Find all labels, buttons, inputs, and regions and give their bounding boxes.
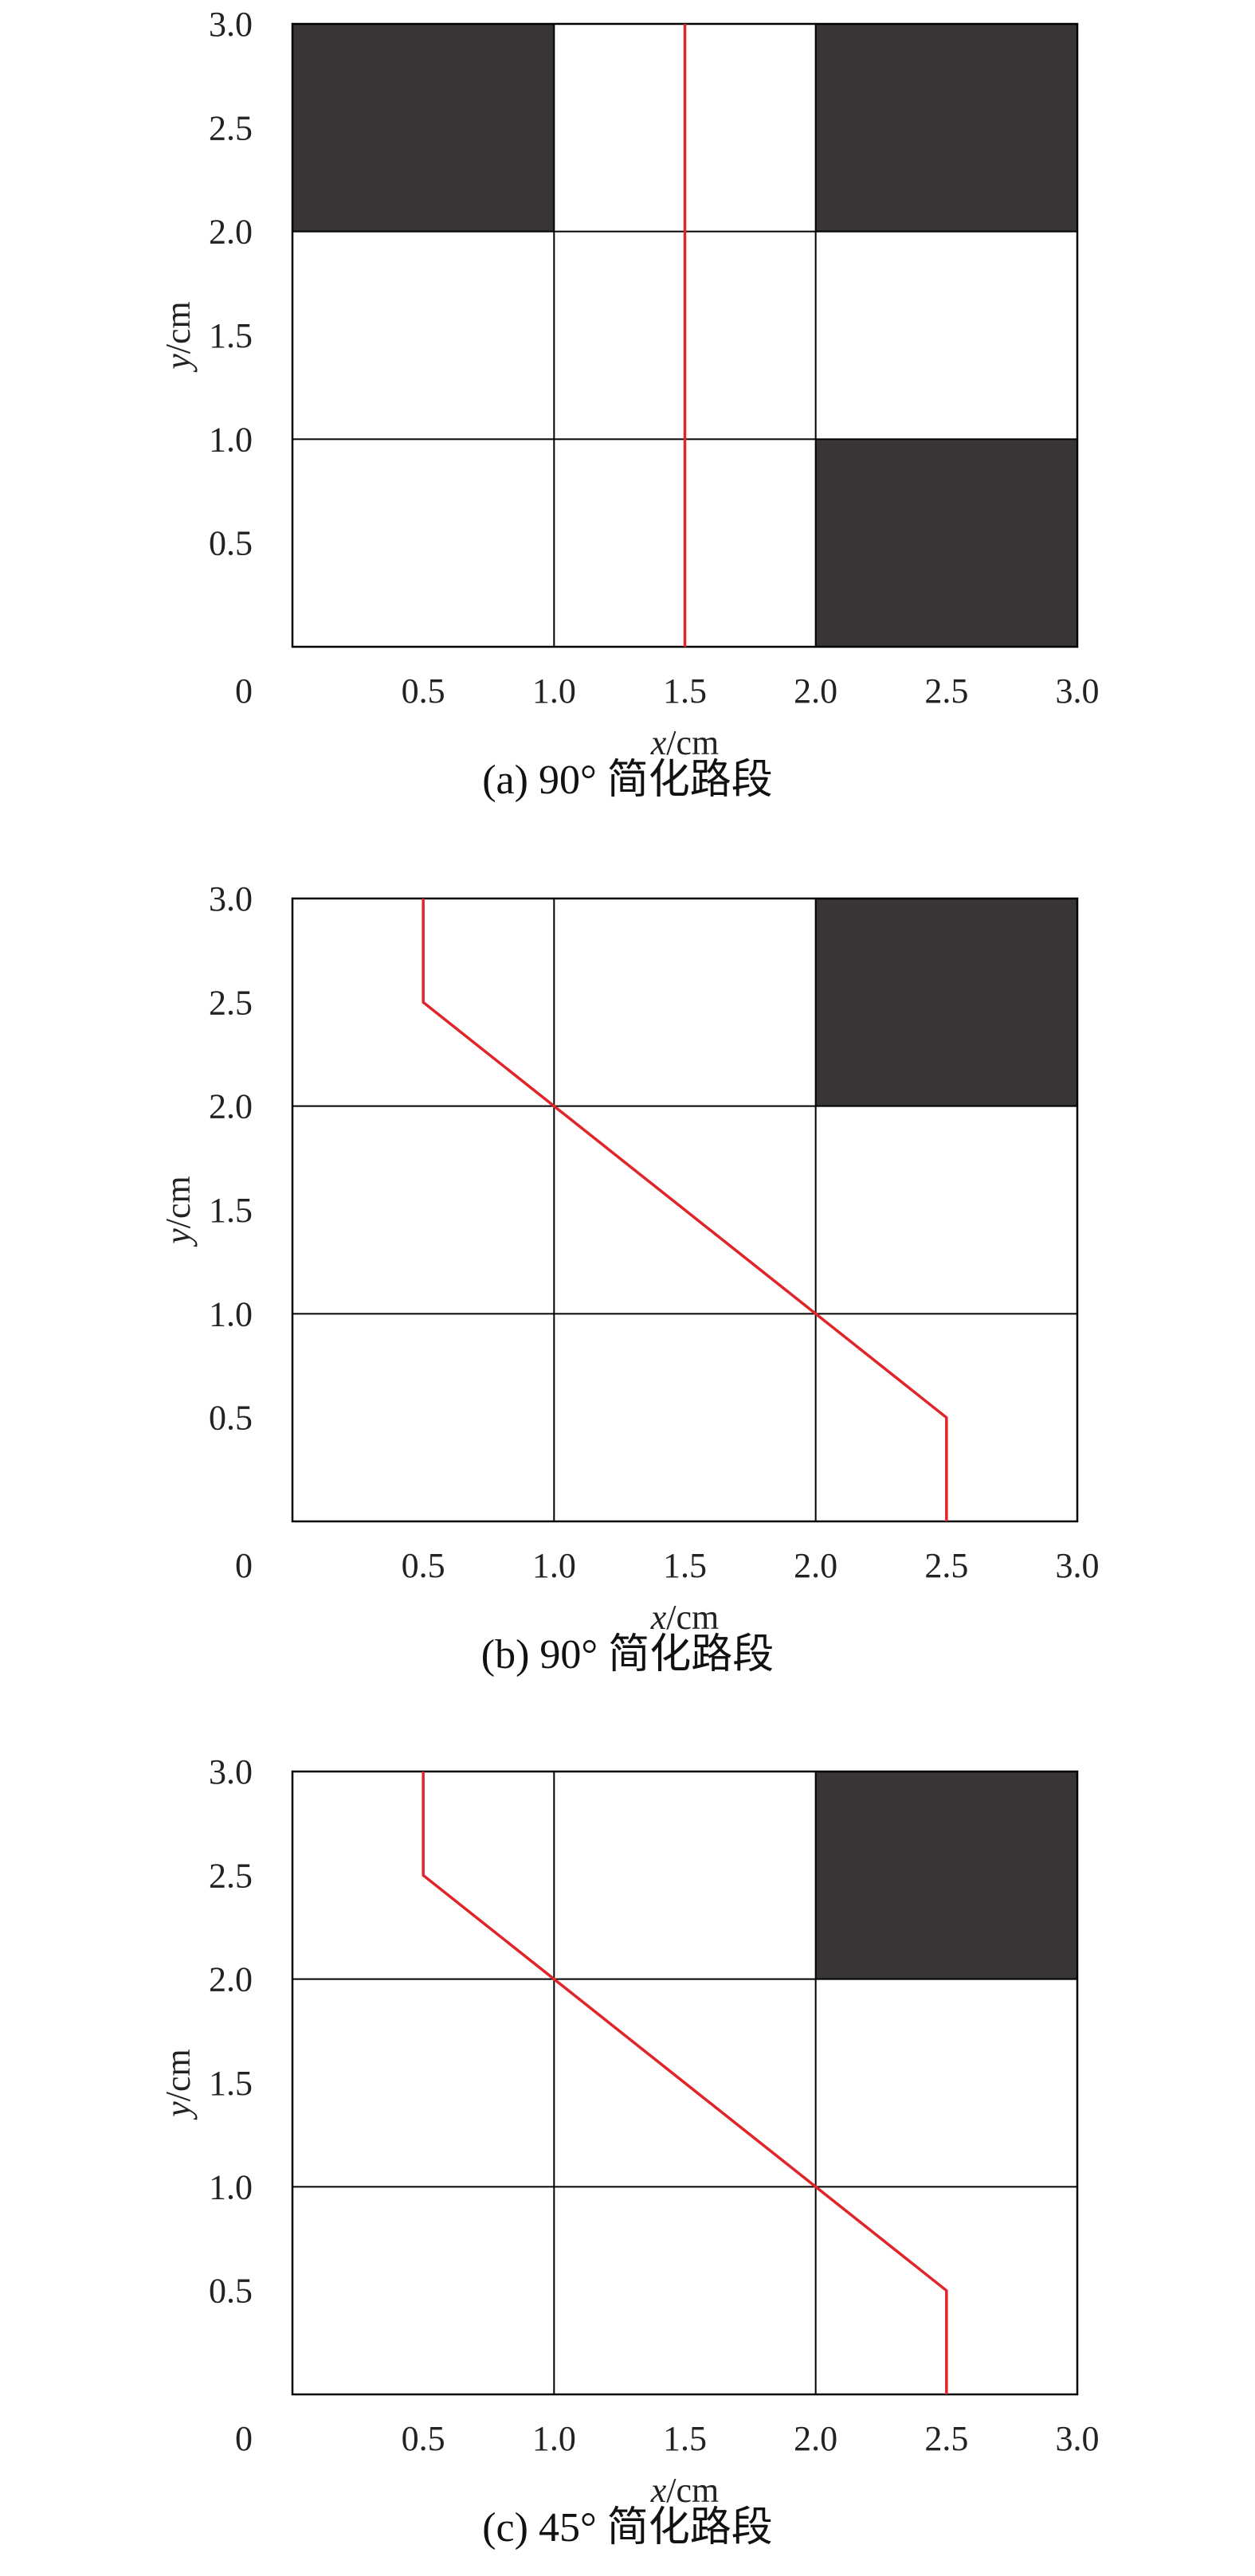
x-tick-label-c-5: 2.5 <box>924 2419 968 2458</box>
x-axis-var-c: x <box>650 2471 667 2510</box>
y-tick-label-b-1: 0.5 <box>209 1399 253 1438</box>
origin-label-c: 0 <box>235 2419 253 2458</box>
x-tick-label-b-2: 1.0 <box>532 1546 576 1585</box>
x-tick-label-b-1: 0.5 <box>402 1546 445 1585</box>
x-axis-unit-a: /cm <box>666 723 719 762</box>
y-axis-unit-c: /cm <box>159 2049 198 2101</box>
caption-a: (a) 90° 简化路段 <box>482 758 773 803</box>
x-axis-label-c: x/cm <box>650 2471 720 2510</box>
x-tick-label-b-3: 1.5 <box>663 1546 707 1585</box>
y-axis-var-b: y <box>159 1228 198 1247</box>
y-axis-var-a: y <box>159 354 198 373</box>
x-axis-label-a: x/cm <box>650 723 720 762</box>
blocked-cell-c-1 <box>815 1771 1077 1979</box>
x-axis-unit-c: /cm <box>666 2471 719 2510</box>
path-line-c <box>422 1771 948 2394</box>
x-tick-label-c-2: 1.0 <box>532 2419 576 2458</box>
y-tick-label-b-6: 3.0 <box>209 879 253 918</box>
y-tick-label-c-4: 2.0 <box>209 1960 253 1999</box>
x-axis-var-a: x <box>650 723 667 762</box>
y-axis-unit-a: /cm <box>159 301 198 354</box>
x-tick-label-a-2: 1.0 <box>532 671 576 711</box>
plot-frame-b <box>291 897 1079 1523</box>
y-axis-unit-b: /cm <box>159 1176 198 1228</box>
path-line-b <box>422 898 948 1521</box>
y-tick-label-a-2: 1.0 <box>209 420 253 459</box>
y-tick-label-a-1: 0.5 <box>209 524 253 563</box>
x-tick-label-c-3: 1.5 <box>663 2419 707 2458</box>
blocked-cell-a-1 <box>292 24 555 232</box>
x-axis-var-b: x <box>650 1598 667 1637</box>
y-tick-label-c-1: 0.5 <box>209 2272 253 2311</box>
blocked-cell-a-3 <box>815 439 1077 647</box>
y-axis-label-b: y/cm <box>159 1176 198 1247</box>
y-tick-label-b-5: 2.5 <box>209 983 253 1022</box>
y-tick-label-c-3: 1.5 <box>209 2064 253 2103</box>
x-tick-label-b-4: 2.0 <box>794 1546 837 1585</box>
y-axis-var-c: y <box>159 2101 198 2120</box>
x-tick-label-a-5: 2.5 <box>924 671 968 711</box>
y-tick-label-a-3: 1.5 <box>209 316 253 355</box>
y-tick-label-a-4: 2.0 <box>209 213 253 252</box>
plot-frame-c <box>291 1770 1079 2396</box>
chart-a: 0.5 1.0 1.5 2.0 2.5 3.0 0.5 1.0 1.5 2.0 2.5 3.0 0 x/c… <box>159 5 1100 762</box>
y-axis-label-c: y/cm <box>159 2049 198 2120</box>
x-tick-label-c-6: 3.0 <box>1056 2419 1100 2458</box>
x-axis-label-b: x/cm <box>650 1598 720 1637</box>
x-tick-label-c-4: 2.0 <box>794 2419 837 2458</box>
y-tick-label-c-2: 1.0 <box>209 2167 253 2206</box>
y-tick-label-a-6: 3.0 <box>209 5 253 44</box>
origin-label-b: 0 <box>235 1546 253 1585</box>
x-tick-label-c-1: 0.5 <box>402 2419 445 2458</box>
x-tick-label-a-1: 0.5 <box>402 671 445 711</box>
y-axis-label-a: y/cm <box>159 301 198 373</box>
x-tick-label-a-3: 1.5 <box>663 671 707 711</box>
caption-b: (b) 90° 简化路段 <box>480 1632 775 1678</box>
origin-label-a: 0 <box>235 671 253 711</box>
x-tick-label-b-5: 2.5 <box>924 1546 968 1585</box>
x-axis-unit-b: /cm <box>666 1598 719 1637</box>
y-tick-label-c-5: 2.5 <box>209 1856 253 1895</box>
y-tick-label-a-5: 2.5 <box>209 108 253 147</box>
y-tick-label-b-2: 1.0 <box>209 1294 253 1333</box>
blocked-cell-a-2 <box>815 24 1077 232</box>
x-tick-label-a-6: 3.0 <box>1056 671 1100 711</box>
chart-b: 0.5 1.0 1.5 2.0 2.5 3.0 0.5 1.0 1.5 2.0 2.5 3.0 0 x/c… <box>159 879 1100 1637</box>
x-tick-label-a-4: 2.0 <box>794 671 837 711</box>
y-tick-label-b-4: 2.0 <box>209 1087 253 1126</box>
y-tick-label-b-3: 1.5 <box>209 1191 253 1230</box>
chart-c: 0.5 1.0 1.5 2.0 2.5 3.0 0.5 1.0 1.5 2.0 2.5 3.0 0 x/c… <box>159 1752 1100 2510</box>
caption-c: (c) 45° 简化路段 <box>482 2505 773 2551</box>
y-tick-label-c-6: 3.0 <box>209 1752 253 1791</box>
x-tick-label-b-6: 3.0 <box>1056 1546 1100 1585</box>
blocked-cell-b-1 <box>815 898 1077 1106</box>
